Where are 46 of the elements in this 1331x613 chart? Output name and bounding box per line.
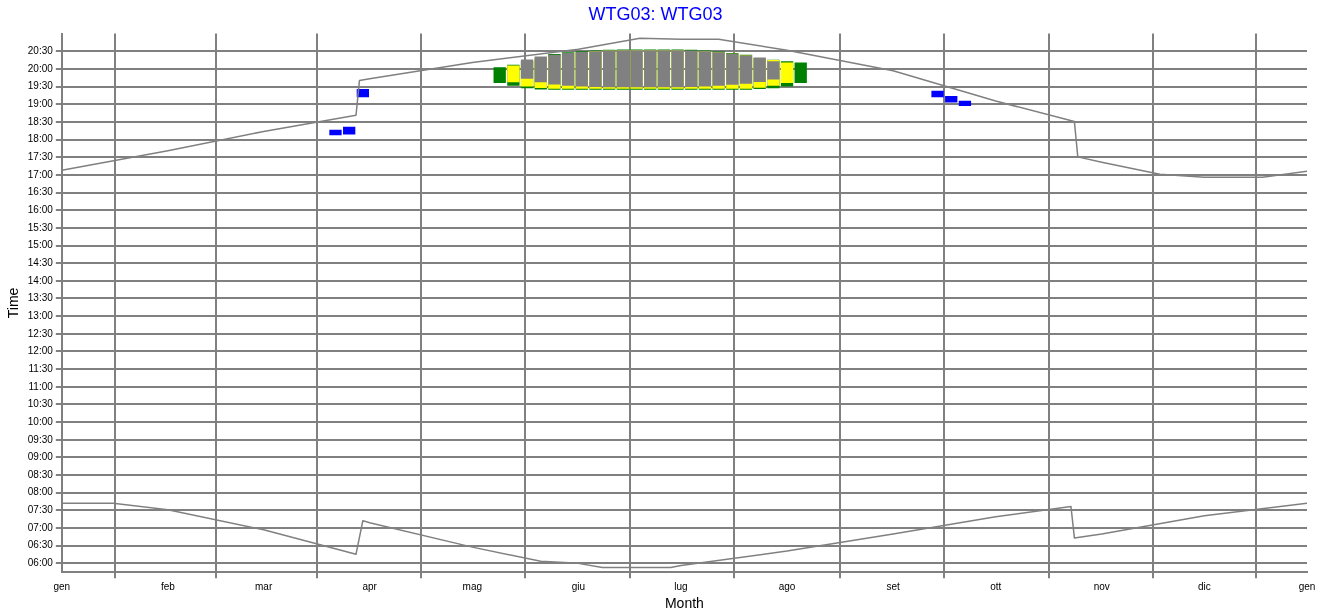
y-tick-label: 10:30: [27, 398, 54, 410]
y-tick-label: 08:00: [27, 486, 54, 498]
x-tick-label: dic: [1197, 580, 1211, 592]
y-axis-title: Time: [5, 287, 22, 319]
y-tick-label: 11:30: [28, 362, 54, 374]
x-tick-label: lug: [674, 580, 688, 592]
y-tick-label: 07:30: [27, 504, 54, 516]
x-tick-label: ott: [990, 580, 1002, 592]
y-tick-label: 17:30: [27, 150, 54, 162]
x-tick-label: gen: [1298, 580, 1316, 592]
y-tick-label: 11:00: [28, 380, 54, 392]
y-tick-label: 09:00: [27, 451, 54, 463]
y-tick-label: 13:30: [27, 292, 54, 304]
x-tick-label: feb: [160, 580, 176, 592]
x-tick-label: mag: [462, 580, 483, 592]
x-tick-label: gen: [53, 580, 71, 592]
x-axis-title: Month: [664, 595, 704, 612]
x-tick-label: giu: [571, 580, 586, 592]
y-tick-label: 14:30: [27, 256, 54, 268]
y-tick-label: 19:30: [27, 80, 54, 92]
y-tick-label: 13:00: [27, 309, 54, 321]
y-tick-label: 08:30: [27, 468, 54, 480]
y-tick-label: 15:00: [27, 239, 54, 251]
y-tick-label: 07:00: [27, 521, 54, 533]
x-tick-label: ago: [778, 580, 796, 592]
y-tick-label: 14:00: [27, 274, 54, 286]
y-tick-label: 19:00: [27, 97, 54, 109]
x-tick-label: set: [886, 580, 900, 592]
y-tick-label: 15:30: [27, 221, 54, 233]
y-tick-label: 18:00: [27, 133, 54, 145]
y-tick-label: 20:30: [27, 45, 54, 57]
y-tick-label: 06:30: [27, 539, 54, 551]
y-tick-label: 20:00: [27, 62, 54, 74]
y-tick-label: 09:30: [27, 433, 54, 445]
y-tick-label: 17:00: [27, 168, 54, 180]
y-tick-label: 12:30: [27, 327, 54, 339]
y-tick-label: 16:00: [27, 203, 54, 215]
y-tick-label: 06:00: [27, 557, 54, 569]
y-tick-label: 16:30: [27, 186, 54, 198]
x-tick-label: nov: [1093, 580, 1110, 592]
y-tick-label: 10:00: [27, 415, 54, 427]
y-tick-label: 18:30: [27, 115, 54, 127]
chart-title: WTG03: WTG03: [588, 3, 723, 24]
x-tick-label: apr: [362, 580, 378, 592]
y-tick-label: 12:00: [27, 345, 54, 357]
x-tick-label: mar: [255, 580, 273, 592]
